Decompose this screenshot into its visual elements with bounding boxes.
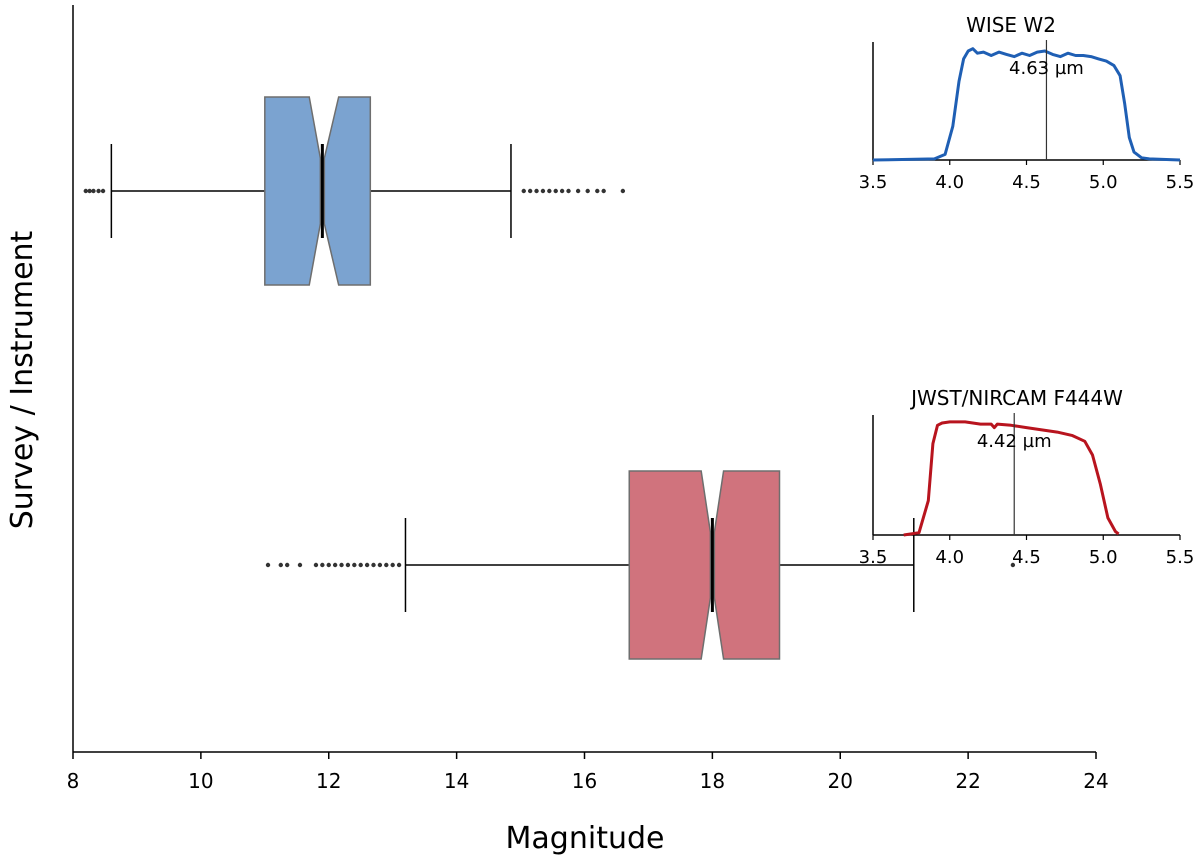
x-tick-label: 24 (1083, 769, 1108, 793)
outlier-point (377, 562, 383, 568)
outlier-point (326, 562, 331, 568)
outlier-point (358, 562, 363, 568)
outlier-point (313, 562, 319, 568)
inset-tick-label: 4.5 (1012, 547, 1041, 568)
x-tick-label: 8 (67, 769, 80, 793)
outlier-point (332, 562, 338, 568)
outlier-point (601, 188, 606, 194)
x-tick-label: 18 (700, 769, 725, 793)
outlier-point (371, 562, 376, 568)
inset-tick-label: 4.0 (935, 547, 964, 568)
outlier-point (83, 188, 88, 194)
insets: 3.5 4.0 4.5 5.0 5.5 WISE W2 4.63 µm 3.5 4.0 4.5 5.… (859, 13, 1195, 568)
boxplot-wise-w2 (83, 96, 626, 286)
inset-tick-label: 4.5 (1012, 172, 1041, 193)
inset-tick-label: 5.0 (1089, 172, 1118, 193)
filter-curve (903, 420, 1120, 537)
outlier-point (595, 188, 600, 194)
inset-title: WISE W2 (966, 13, 1056, 37)
x-tick-label: 20 (828, 769, 853, 793)
outlier-point (91, 188, 96, 194)
outlier-point (297, 562, 303, 568)
outlier-point (390, 562, 395, 568)
outlier-point (320, 562, 325, 568)
outlier-point (1010, 562, 1016, 568)
x-tick-label: 14 (444, 769, 469, 793)
outlier-point (540, 188, 546, 194)
outlier-point (585, 188, 590, 194)
outlier-point (345, 562, 351, 568)
outlier-point (534, 188, 539, 194)
inset-tick-label: 4.0 (935, 172, 964, 193)
center-wavelength-label: 4.42 µm (977, 431, 1052, 452)
outlier-point (396, 562, 402, 568)
main-axes: 8 10 12 14 16 18 20 22 24 (67, 5, 1109, 793)
outlier-point (265, 562, 271, 568)
x-tick-label: 12 (316, 769, 341, 793)
outlier-point (352, 562, 357, 568)
outlier-point (339, 562, 344, 568)
boxplots (83, 96, 1016, 660)
boxplot-jwst-f444w (265, 470, 1016, 660)
inset-wise-w2: 3.5 4.0 4.5 5.0 5.5 WISE W2 4.63 µm (859, 13, 1195, 193)
outlier-point (620, 188, 626, 194)
outlier-point (384, 562, 389, 568)
y-axis-label: Survey / Instrument (5, 230, 40, 529)
outlier-point (278, 562, 283, 568)
outlier-point (575, 188, 581, 194)
outlier-point (547, 188, 552, 194)
outlier-point (527, 188, 533, 194)
outlier-point (364, 562, 370, 568)
x-tick-label: 10 (188, 769, 213, 793)
outlier-point (100, 188, 106, 194)
notched-box (628, 470, 781, 660)
inset-tick-label: 5.5 (1166, 547, 1195, 568)
inset-tick-label: 5.0 (1089, 547, 1118, 568)
inset-title: JWST/NIRCAM F444W (909, 386, 1123, 410)
outlier-point (566, 188, 571, 194)
filter-curve (872, 47, 1181, 162)
outlier-point (87, 188, 92, 194)
outlier-point (284, 562, 290, 568)
center-wavelength-label: 4.63 µm (1009, 58, 1084, 79)
x-axis-label: Magnitude (506, 821, 665, 856)
outlier-point (559, 188, 565, 194)
outlier-point (553, 188, 558, 194)
inset-tick-label: 3.5 (859, 172, 888, 193)
inset-tick-label: 3.5 (859, 547, 888, 568)
outlier-point (521, 188, 526, 194)
outlier-point (96, 188, 101, 194)
notched-box (264, 96, 372, 286)
x-tick-label: 16 (572, 769, 597, 793)
x-tick-label: 22 (955, 769, 980, 793)
inset-jwst-f444w: 3.5 4.0 4.5 5.0 5.5 JWST/NIRCAM F444W 4.42 µm (859, 386, 1195, 568)
inset-tick-label: 5.5 (1166, 172, 1195, 193)
